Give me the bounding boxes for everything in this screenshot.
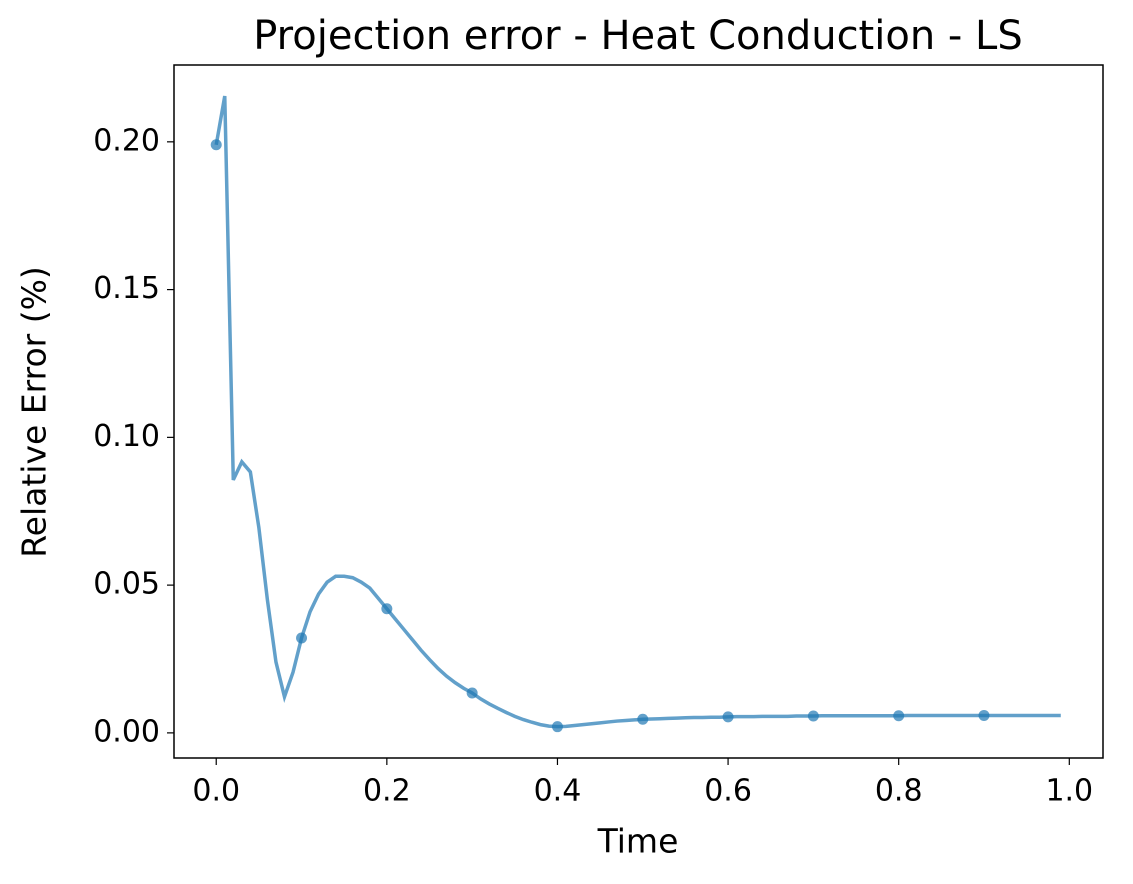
x-tick-label: 0.8 xyxy=(875,774,923,809)
data-point xyxy=(381,603,393,615)
data-point xyxy=(893,710,905,722)
data-point xyxy=(551,721,563,733)
chart-title: Projection error - Heat Conduction - LS xyxy=(253,13,1022,59)
y-axis-label: Relative Error (%) xyxy=(15,266,54,558)
data-line xyxy=(214,95,1061,729)
x-tick-label: 1.0 xyxy=(1045,774,1093,809)
x-tick-label: 0.4 xyxy=(534,774,582,809)
y-tick-label: 0.00 xyxy=(93,714,160,749)
x-axis-label: Time xyxy=(597,822,679,861)
x-tick-label: 0.0 xyxy=(192,774,240,809)
data-point xyxy=(637,713,649,725)
data-point xyxy=(466,687,478,699)
y-tick-label: 0.20 xyxy=(93,123,160,158)
data-point xyxy=(978,709,990,721)
data-point xyxy=(722,711,734,723)
y-tick-label: 0.15 xyxy=(93,271,160,306)
data-point xyxy=(210,139,222,151)
plot-frame xyxy=(173,64,1104,759)
y-tick-label: 0.10 xyxy=(93,419,160,454)
data-point xyxy=(807,710,819,722)
x-tick-label: 0.6 xyxy=(704,774,752,809)
x-tick-label: 0.2 xyxy=(363,774,411,809)
data-point xyxy=(296,632,308,644)
y-tick-label: 0.05 xyxy=(93,567,160,602)
